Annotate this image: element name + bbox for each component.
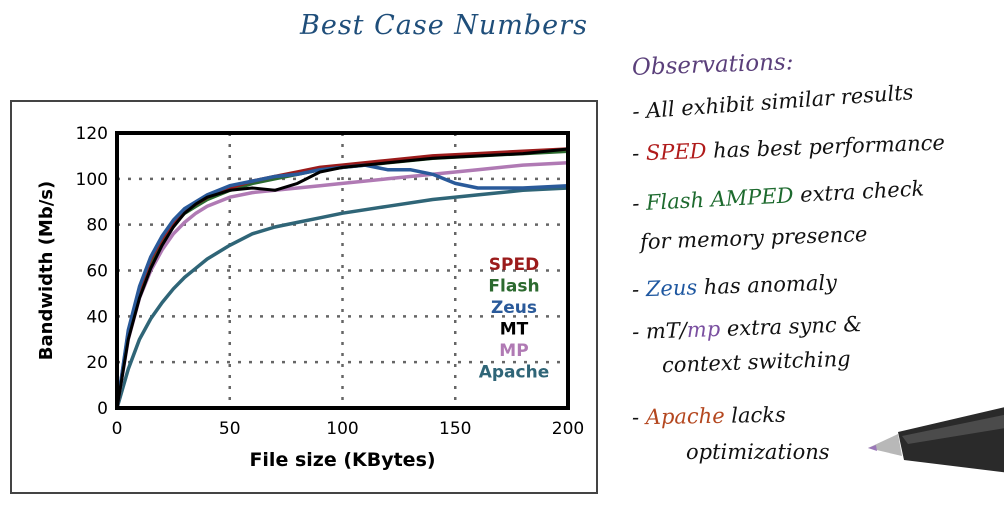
x-tick-label: 100	[326, 419, 358, 439]
y-tick-label: 0	[97, 399, 108, 419]
note-text: extra sync &	[719, 311, 863, 341]
x-axis-label: File size (KBytes)	[249, 449, 435, 471]
note-similar-results: - All exhibit similar results	[632, 80, 915, 124]
note-flash: - Flash AMPED extra check	[632, 176, 925, 215]
note-apache-label: Apache	[645, 403, 725, 430]
note-text: has anomaly	[696, 270, 838, 300]
note-text: lacks	[724, 402, 787, 428]
legend-entry-mt: MT	[500, 320, 529, 340]
bandwidth-chart: 0 50 100 150 200 0 20 40 60 80 100 120 File size (K…	[36, 124, 585, 471]
note-sped-label: SPED	[645, 138, 707, 165]
y-tick-label: 40	[86, 307, 108, 327]
legend-entry-flash: Flash	[488, 277, 539, 297]
note-dash: -	[631, 319, 647, 345]
legend-entry-zeus: Zeus	[491, 298, 537, 318]
legend-entry-sped: SPED	[489, 255, 539, 275]
note-memory-presence: for memory presence	[639, 222, 868, 254]
chart-panel: 0 50 100 150 200 0 20 40 60 80 100 120 File size (K…	[10, 100, 598, 494]
note-text: extra check	[792, 176, 925, 208]
y-tick-label: 20	[86, 353, 108, 373]
note-mt-mp: - mT/mp extra sync &	[632, 312, 863, 344]
note-sped: - SPED has best performance	[632, 131, 946, 166]
y-axis-label: Bandwidth (Mb/s)	[36, 181, 57, 360]
note-dash: -	[631, 277, 647, 302]
observations-notes: Observations: - All exhibit similar resu…	[628, 49, 998, 520]
note-mt-label: mT	[645, 318, 681, 344]
series-line-zeus	[115, 163, 570, 410]
y-tick-label: 60	[86, 262, 108, 282]
y-tick-label: 100	[76, 170, 108, 190]
series-lines	[115, 147, 570, 410]
note-text: has best performance	[706, 130, 946, 163]
note-dash: -	[631, 405, 647, 430]
note-flash-label: Flash AMPED	[645, 183, 795, 215]
x-tick-label: 50	[219, 419, 241, 439]
y-tick-label: 120	[76, 124, 108, 144]
note-text: - All exhibit similar results	[631, 80, 915, 124]
tick-labels: 0 50 100 150 200 0 20 40 60 80 100 120	[76, 124, 585, 439]
note-optimizations: optimizations	[686, 440, 830, 464]
x-tick-label: 0	[112, 419, 123, 439]
series-line-apache	[115, 186, 570, 410]
series-line-mt	[115, 147, 570, 410]
note-dash: -	[631, 190, 647, 216]
pen-icon	[868, 407, 1004, 473]
note-apache: - Apache lacks	[632, 403, 786, 430]
grid	[117, 133, 568, 408]
legend-entry-apache: Apache	[479, 363, 550, 383]
note-zeus: - Zeus has anomaly	[632, 270, 838, 301]
note-dash: -	[631, 140, 647, 166]
plot-border	[115, 131, 570, 410]
note-zeus-label: Zeus	[645, 275, 698, 302]
x-tick-label: 150	[439, 419, 471, 439]
y-tick-label: 80	[86, 216, 108, 236]
slide-title: Best Case Numbers	[300, 10, 588, 41]
observations-heading: Observations:	[631, 49, 794, 81]
note-context-switching: context switching	[661, 346, 852, 378]
x-tick-label: 200	[552, 419, 584, 439]
legend-entry-mp: MP	[499, 341, 528, 361]
note-mp-label: mp	[686, 316, 721, 343]
